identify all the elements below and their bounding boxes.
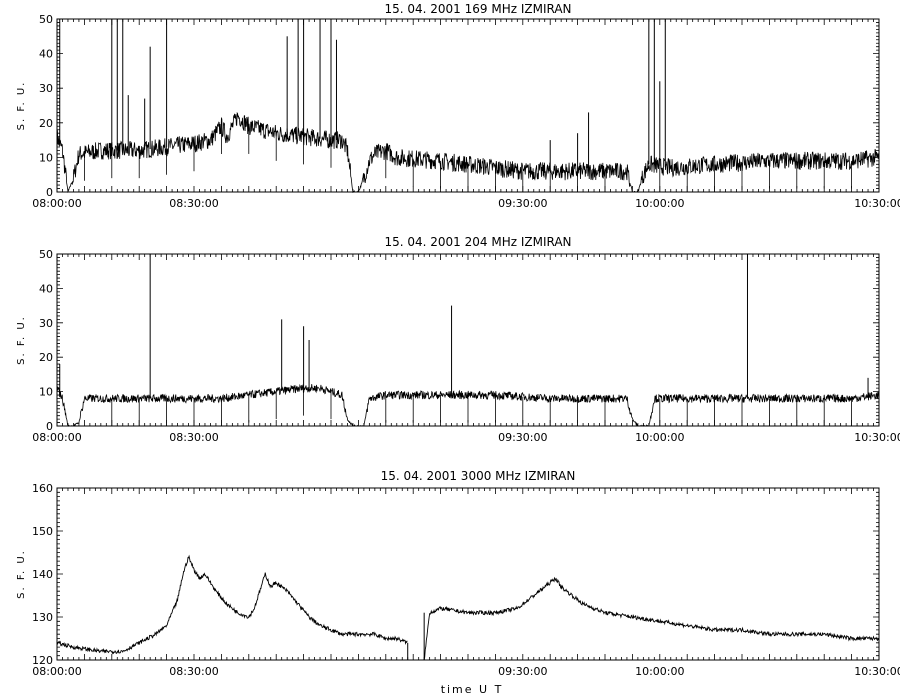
y-tick-label: 40 [39, 282, 53, 295]
chart-title: 15. 04. 2001 204 MHz IZMIRAN [384, 235, 571, 249]
y-tick-label: 0 [46, 186, 53, 199]
panel-204mhz: 15. 04. 2001 204 MHz IZMIRAN S. F. U. 0 10 2… [16, 235, 900, 444]
axis-ticks [56, 487, 880, 661]
y-tick-label: 120 [32, 654, 53, 667]
y-tick-label: 10 [39, 151, 53, 164]
x-tick-label: 10:00:00 [635, 197, 684, 210]
chart-title: 15. 04. 2001 3000 MHz IZMIRAN [381, 469, 576, 483]
x-tick-label: 08:00:00 [32, 431, 81, 444]
y-tick-label: 130 [32, 611, 53, 624]
x-tick-label: 08:30:00 [169, 665, 218, 678]
y-tick-label: 0 [46, 420, 53, 433]
x-tick-label: 10:00:00 [635, 665, 684, 678]
y-tick-label: 10 [39, 386, 53, 399]
x-tick-label: 08:30:00 [169, 197, 218, 210]
y-tick-label: 140 [32, 568, 53, 581]
y-tick-label: 40 [39, 48, 53, 61]
panel-169mhz: 15. 04. 2001 169 MHz IZMIRAN S. F. U. 0 10 2… [16, 2, 900, 210]
x-tick-label: 09:30:00 [498, 197, 547, 210]
x-tick-label: 10:30:00 [854, 431, 900, 444]
y-tick-label: 160 [32, 482, 53, 495]
y-axis-label: S. F. U. [16, 315, 27, 365]
axis-ticks [56, 253, 880, 427]
series-line-1 [423, 576, 880, 661]
y-tick-label: 20 [39, 117, 53, 130]
x-tick-label: 10:30:00 [854, 197, 900, 210]
x-tick-label: 08:00:00 [32, 197, 81, 210]
y-axis-label: S. F. U. [16, 81, 27, 131]
plot-frame [56, 487, 880, 661]
y-tick-label: 30 [39, 82, 53, 95]
series-line-0 [56, 554, 408, 655]
x-tick-label: 08:00:00 [32, 665, 81, 678]
y-tick-label: 150 [32, 525, 53, 538]
x-tick-label: 10:30:00 [854, 665, 900, 678]
y-tick-label: 50 [39, 13, 53, 26]
panel-3000mhz: 15. 04. 2001 3000 MHz IZMIRAN S. F. U. 120… [16, 469, 900, 678]
y-tick-label: 30 [39, 317, 53, 330]
x-axis-label: time U T [441, 683, 504, 696]
x-tick-label: 09:30:00 [498, 431, 547, 444]
y-axis-label: S. F. U. [16, 549, 27, 599]
chart-title: 15. 04. 2001 169 MHz IZMIRAN [384, 2, 571, 16]
x-tick-label: 10:00:00 [635, 431, 684, 444]
y-tick-label: 50 [39, 248, 53, 261]
x-tick-label: 08:30:00 [169, 431, 218, 444]
x-tick-label: 09:30:00 [498, 665, 547, 678]
y-tick-label: 20 [39, 351, 53, 364]
